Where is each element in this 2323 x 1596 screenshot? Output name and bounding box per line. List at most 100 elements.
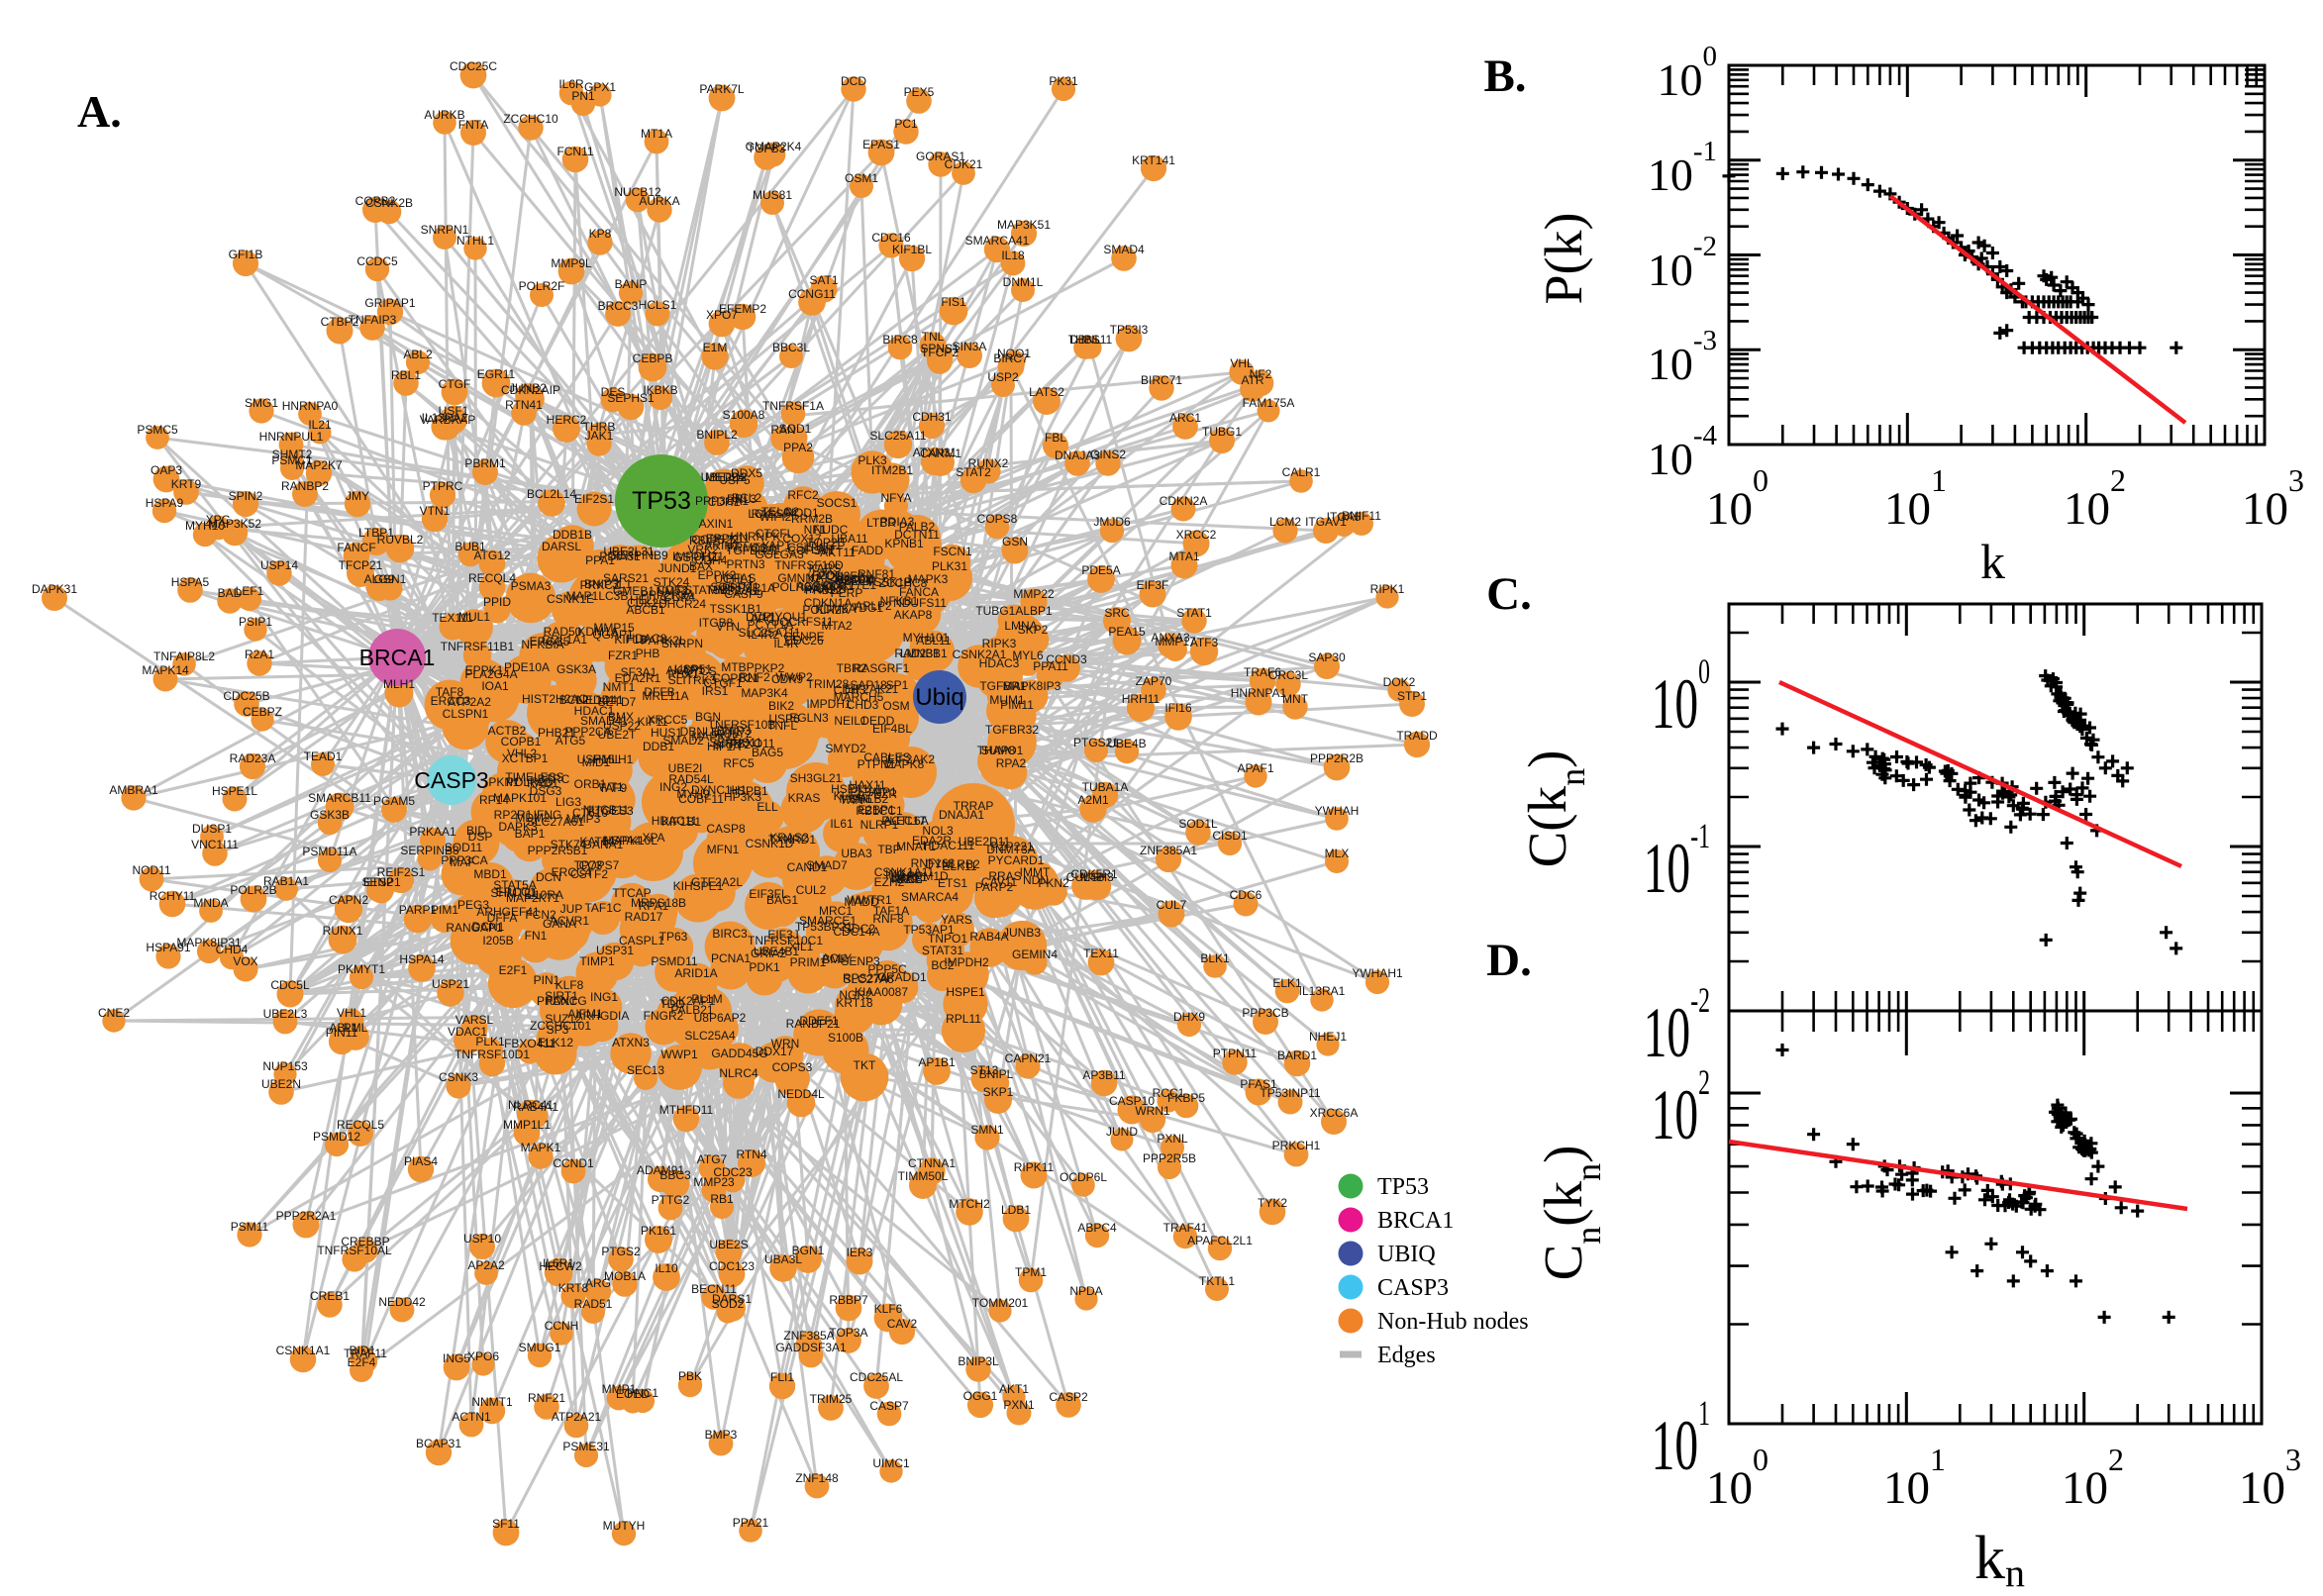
svg-text:CUL2: CUL2 (796, 883, 827, 897)
svg-text:SMAD4: SMAD4 (1103, 243, 1145, 256)
svg-text:STAT31: STAT31 (922, 944, 964, 957)
svg-text:EIF4BL: EIF4BL (872, 722, 912, 736)
svg-text:KIF1B: KIF1B (614, 633, 647, 647)
svg-text:C.: C. (1486, 568, 1532, 620)
svg-text:MMP22: MMP22 (1013, 587, 1055, 601)
svg-text:BUB1: BUB1 (454, 540, 486, 553)
svg-text:MAPK14: MAPK14 (142, 663, 189, 677)
svg-text:RUNX1: RUNX1 (323, 924, 363, 938)
svg-text:KRT9: KRT9 (171, 477, 202, 491)
svg-text:YWHAH: YWHAH (1315, 804, 1360, 818)
svg-text:IMPDH1: IMPDH1 (806, 697, 852, 711)
svg-text:DUSP1: DUSP1 (192, 822, 232, 836)
svg-text:VHL2: VHL2 (507, 747, 537, 760)
svg-text:CLSPN1: CLSPN1 (443, 707, 489, 721)
svg-text:CTNNA1: CTNNA1 (908, 1156, 956, 1170)
svg-text:LDB1: LDB1 (1001, 1203, 1031, 1217)
svg-text:EOED: EOED (616, 1387, 650, 1401)
svg-text:CSNK3: CSNK3 (439, 1070, 478, 1084)
svg-text:GEMIN4: GEMIN4 (1012, 948, 1058, 961)
svg-text:SENP3: SENP3 (841, 954, 880, 968)
svg-text:POLR2F: POLR2F (519, 279, 565, 293)
svg-text:SRC: SRC (1104, 606, 1130, 620)
svg-text:ELK1: ELK1 (1272, 976, 1302, 990)
svg-text:IMPDH2: IMPDH2 (944, 955, 989, 969)
svg-text:XPO7: XPO7 (706, 308, 738, 322)
svg-text:PHB: PHB (636, 647, 660, 660)
svg-text:RASGRF1: RASGRF1 (854, 661, 910, 675)
svg-text:BRCC3: BRCC3 (598, 299, 639, 313)
svg-text:PARP1: PARP1 (399, 903, 438, 917)
svg-text:PDE5A: PDE5A (1081, 563, 1120, 577)
svg-text:STP1: STP1 (1397, 689, 1427, 703)
svg-text:USP5: USP5 (719, 473, 751, 487)
svg-text:TIMM50L: TIMM50L (898, 1169, 949, 1183)
svg-text:TNFRSF11B1: TNFRSF11B1 (441, 640, 515, 653)
svg-text:RFC2: RFC2 (787, 488, 819, 502)
svg-text:k: k (1980, 534, 2005, 589)
svg-text:PSMD11: PSMD11 (651, 954, 697, 968)
svg-text:EPPK1: EPPK1 (465, 663, 504, 677)
svg-text:PSME31: PSME31 (562, 1440, 610, 1453)
svg-text:UBE2S: UBE2S (709, 1238, 748, 1251)
svg-text:IL18: IL18 (1001, 249, 1025, 262)
svg-text:RP2R1: RP2R1 (494, 808, 533, 822)
svg-text:SMUG1: SMUG1 (519, 1341, 561, 1354)
svg-text:HDAC11: HDAC11 (652, 814, 698, 828)
svg-text:SKP1: SKP1 (983, 1085, 1014, 1099)
svg-text:ATG7: ATG7 (697, 1152, 728, 1166)
svg-text:ELL: ELL (757, 800, 778, 814)
svg-text:VOX: VOX (233, 954, 257, 968)
svg-text:CDH1: CDH1 (708, 495, 741, 509)
svg-text:TGFBR32: TGFBR32 (985, 723, 1039, 737)
svg-text:PML: PML (344, 1021, 368, 1035)
svg-text:DES: DES (601, 385, 626, 399)
svg-text:PSMC5: PSMC5 (137, 423, 178, 437)
svg-text:BID: BID (466, 824, 486, 838)
svg-text:FBXO411: FBXO411 (504, 1037, 556, 1050)
svg-text:VHL: VHL (1230, 356, 1254, 370)
svg-text:PBRM1: PBRM1 (464, 456, 506, 470)
svg-text:GADDSF3A1: GADDSF3A1 (775, 1341, 847, 1354)
svg-text:FNGR2: FNGR2 (644, 1009, 684, 1023)
svg-text:ATF3: ATF3 (1190, 636, 1219, 649)
svg-text:SF3A1: SF3A1 (621, 665, 657, 679)
svg-text:MUTYH: MUTYH (603, 1519, 646, 1533)
svg-text:CDK21: CDK21 (945, 157, 983, 171)
svg-text:TEX11: TEX11 (1083, 947, 1119, 960)
svg-text:MOB1A: MOB1A (604, 1269, 646, 1283)
svg-text:NFYA: NFYA (880, 491, 911, 505)
svg-text:OAP3: OAP3 (151, 463, 182, 477)
svg-text:COPS71: COPS71 (787, 544, 835, 557)
svg-text:RNF8: RNF8 (872, 912, 904, 926)
svg-text:TUBG1ALBP1: TUBG1ALBP1 (975, 604, 1053, 618)
svg-text:MTHFD11: MTHFD11 (659, 1103, 714, 1117)
svg-text:JUNB2: JUNB2 (509, 381, 547, 395)
svg-text:BNIPL2: BNIPL2 (696, 428, 738, 442)
svg-text:TRAF6: TRAF6 (1244, 665, 1281, 679)
svg-text:FZR1: FZR1 (608, 648, 638, 662)
svg-text:BNIF11: BNIF11 (1342, 509, 1381, 523)
svg-text:JAK1: JAK1 (585, 429, 614, 443)
svg-text:HECW2: HECW2 (539, 1259, 582, 1273)
svg-text:UIMC1: UIMC1 (872, 1456, 910, 1470)
svg-text:ZNF385A1: ZNF385A1 (1140, 844, 1197, 857)
svg-text:B.: B. (1483, 50, 1526, 102)
svg-text:EGR11: EGR11 (477, 367, 516, 381)
svg-text:PSM11: PSM11 (231, 1220, 269, 1234)
svg-text:YAP1: YAP1 (761, 539, 791, 552)
svg-text:SMARCA41: SMARCA41 (965, 234, 1030, 248)
svg-text:TP53: TP53 (1377, 1174, 1429, 1200)
svg-text:DARSL: DARSL (542, 540, 581, 553)
svg-text:CAPN2: CAPN2 (329, 893, 368, 907)
svg-text:SETD7: SETD7 (598, 695, 637, 709)
svg-text:E2F1: E2F1 (499, 963, 528, 977)
svg-text:CDC5L: CDC5L (270, 978, 310, 992)
svg-text:USP15L: USP15L (577, 752, 622, 766)
svg-text:SMARCB11: SMARCB11 (308, 791, 371, 805)
svg-text:P(k): P(k) (1534, 213, 1593, 305)
svg-text:MAPK1: MAPK1 (521, 1141, 561, 1154)
svg-text:EPPK11: EPPK11 (706, 532, 751, 546)
svg-text:RAD51: RAD51 (574, 1297, 613, 1311)
svg-text:TRAF41: TRAF41 (1163, 1221, 1208, 1235)
